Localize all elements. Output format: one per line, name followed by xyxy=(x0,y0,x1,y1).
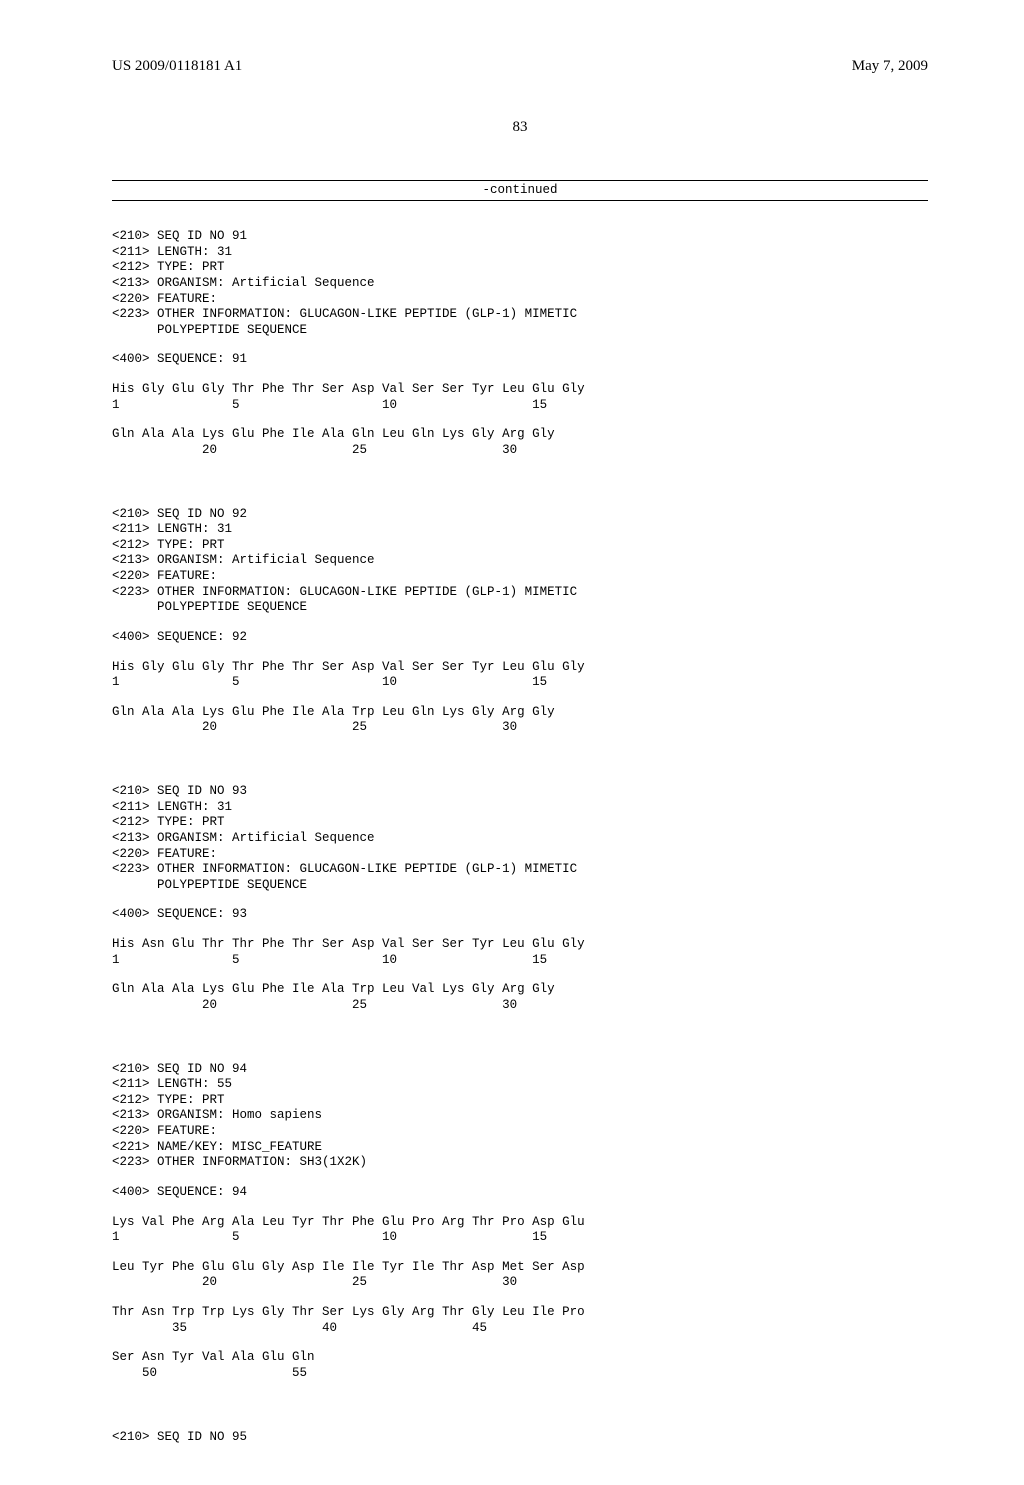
page-header: US 2009/0118181 A1 May 7, 2009 xyxy=(112,58,928,75)
sequence-meta-line: <211> LENGTH: 55 xyxy=(112,1077,928,1093)
residue-line: Lys Val Phe Arg Ala Leu Tyr Thr Phe Glu … xyxy=(112,1215,928,1231)
spacer xyxy=(112,1171,928,1185)
position-line: 50 55 xyxy=(112,1366,928,1382)
sequence-meta-line: <213> ORGANISM: Homo sapiens xyxy=(112,1108,928,1124)
sequence-meta-line: <213> ORGANISM: Artificial Sequence xyxy=(112,553,928,569)
spacer xyxy=(112,368,928,382)
sequence-meta-line: <212> TYPE: PRT xyxy=(112,815,928,831)
sequence-meta-line: <220> FEATURE: xyxy=(112,847,928,863)
position-line: 1 5 10 15 xyxy=(112,953,928,969)
sequence-meta-line: <211> LENGTH: 31 xyxy=(112,245,928,261)
sequence-label: <400> SEQUENCE: 94 xyxy=(112,1185,928,1201)
spacer xyxy=(112,923,928,937)
sequence-meta-line: POLYPEPTIDE SEQUENCE xyxy=(112,878,928,894)
residue-line: His Asn Glu Thr Thr Phe Thr Ser Asp Val … xyxy=(112,937,928,953)
sequence-meta-line: <220> FEATURE: xyxy=(112,292,928,308)
residue-line: Thr Asn Trp Trp Lys Gly Thr Ser Lys Gly … xyxy=(112,1305,928,1321)
residue-line: Gln Ala Ala Lys Glu Phe Ile Ala Trp Leu … xyxy=(112,982,928,998)
position-line: 35 40 45 xyxy=(112,1321,928,1337)
sequences-container: <210> SEQ ID NO 91<211> LENGTH: 31<212> … xyxy=(112,229,928,1430)
sequence-meta-line: <212> TYPE: PRT xyxy=(112,538,928,554)
position-line: 20 25 30 xyxy=(112,443,928,459)
position-line: 20 25 30 xyxy=(112,720,928,736)
spacer xyxy=(112,1406,928,1430)
sequence-meta-line: <223> OTHER INFORMATION: SH3(1X2K) xyxy=(112,1155,928,1171)
publication-date: May 7, 2009 xyxy=(852,58,928,75)
residue-line: Gln Ala Ala Lys Glu Phe Ile Ala Trp Leu … xyxy=(112,705,928,721)
sequence-meta-line: <223> OTHER INFORMATION: GLUCAGON-LIKE P… xyxy=(112,862,928,878)
sequence-meta-line: <210> SEQ ID NO 94 xyxy=(112,1062,928,1078)
spacer xyxy=(112,616,928,630)
sequence-meta-line: POLYPEPTIDE SEQUENCE xyxy=(112,600,928,616)
sequence-meta-line: <213> ORGANISM: Artificial Sequence xyxy=(112,831,928,847)
spacer xyxy=(112,1336,928,1350)
sequence-meta-line: <212> TYPE: PRT xyxy=(112,1093,928,1109)
sequence-meta-line: POLYPEPTIDE SEQUENCE xyxy=(112,323,928,339)
sequence-meta-line: <221> NAME/KEY: MISC_FEATURE xyxy=(112,1140,928,1156)
sequence-label: <400> SEQUENCE: 91 xyxy=(112,352,928,368)
spacer xyxy=(112,338,928,352)
sequence-block: <210> SEQ ID NO 91<211> LENGTH: 31<212> … xyxy=(112,229,928,459)
sequence-meta-line: <223> OTHER INFORMATION: GLUCAGON-LIKE P… xyxy=(112,585,928,601)
spacer xyxy=(112,968,928,982)
spacer xyxy=(112,893,928,907)
position-line: 20 25 30 xyxy=(112,1275,928,1291)
residue-line: Gln Ala Ala Lys Glu Phe Ile Ala Gln Leu … xyxy=(112,427,928,443)
page: US 2009/0118181 A1 May 7, 2009 83 -conti… xyxy=(0,0,1024,1485)
spacer xyxy=(112,413,928,427)
position-line: 1 5 10 15 xyxy=(112,1230,928,1246)
spacer xyxy=(112,1291,928,1305)
sequence-meta-line: <211> LENGTH: 31 xyxy=(112,800,928,816)
position-line: 1 5 10 15 xyxy=(112,675,928,691)
publication-number: US 2009/0118181 A1 xyxy=(112,58,242,75)
sequence-meta-line: <211> LENGTH: 31 xyxy=(112,522,928,538)
sequence-block: <210> SEQ ID NO 93<211> LENGTH: 31<212> … xyxy=(112,784,928,1014)
continued-label: -continued xyxy=(112,180,928,201)
sequence-block: <210> SEQ ID NO 92<211> LENGTH: 31<212> … xyxy=(112,507,928,737)
spacer xyxy=(112,646,928,660)
residue-line: Ser Asn Tyr Val Ala Glu Gln xyxy=(112,1350,928,1366)
sequence-meta-line: <210> SEQ ID NO 92 xyxy=(112,507,928,523)
sequence-block: <210> SEQ ID NO 94<211> LENGTH: 55<212> … xyxy=(112,1062,928,1382)
spacer xyxy=(112,760,928,784)
sequence-meta-line: <210> SEQ ID NO 91 xyxy=(112,229,928,245)
spacer xyxy=(112,1246,928,1260)
spacer xyxy=(112,1038,928,1062)
sequence-meta-line: <220> FEATURE: xyxy=(112,1124,928,1140)
sequence-meta-line: <220> FEATURE: xyxy=(112,569,928,585)
sequence-label: <400> SEQUENCE: 93 xyxy=(112,907,928,923)
page-number: 83 xyxy=(112,119,928,136)
trailing-meta: <210> SEQ ID NO 95 xyxy=(112,1430,928,1446)
spacer xyxy=(112,483,928,507)
sequence-meta-line: <213> ORGANISM: Artificial Sequence xyxy=(112,276,928,292)
sequence-meta-line: <210> SEQ ID NO 93 xyxy=(112,784,928,800)
position-line: 20 25 30 xyxy=(112,998,928,1014)
spacer xyxy=(112,1201,928,1215)
sequence-meta-line: <212> TYPE: PRT xyxy=(112,260,928,276)
residue-line: Leu Tyr Phe Glu Glu Gly Asp Ile Ile Tyr … xyxy=(112,1260,928,1276)
sequence-label: <400> SEQUENCE: 92 xyxy=(112,630,928,646)
residue-line: His Gly Glu Gly Thr Phe Thr Ser Asp Val … xyxy=(112,382,928,398)
spacer xyxy=(112,691,928,705)
sequence-meta-line: <223> OTHER INFORMATION: GLUCAGON-LIKE P… xyxy=(112,307,928,323)
residue-line: His Gly Glu Gly Thr Phe Thr Ser Asp Val … xyxy=(112,660,928,676)
position-line: 1 5 10 15 xyxy=(112,398,928,414)
